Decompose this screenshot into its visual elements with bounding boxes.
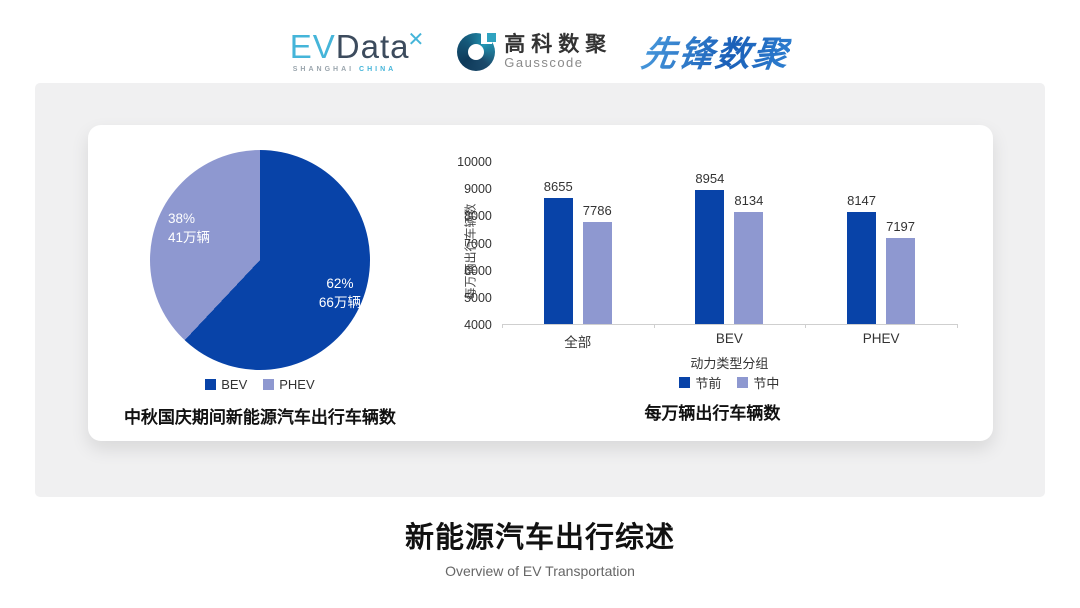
gausscode-g-icon — [457, 32, 497, 71]
bar-chart-title: 每万辆出行车辆数 — [644, 404, 781, 423]
pie-phev-percent: 38% — [167, 211, 195, 226]
header: EVData✕ SHANGHAI CHINA 高科数聚 Gausscode 先锋… — [0, 0, 1080, 83]
legend-item: BEV — [205, 377, 247, 392]
evdata-sub-left: SHANGHAI — [292, 66, 355, 73]
pie-label-bev: 62% 66万辆 — [308, 275, 372, 313]
legend-swatch-icon — [205, 379, 217, 390]
pie-label-phev: 38% 41万辆 — [168, 210, 210, 248]
y-tick-label: 9000 — [464, 182, 492, 197]
xianfeng-logo: 先锋数聚 — [639, 26, 794, 77]
legend-swatch-icon — [263, 379, 275, 390]
pie-legend: BEV PHEV — [205, 377, 315, 392]
y-tick-label: 10000 — [457, 155, 492, 169]
y-tick-label: 8000 — [464, 209, 492, 224]
legend-label: BEV — [221, 377, 248, 392]
bar: 8134 — [734, 193, 764, 324]
bar: 7197 — [886, 219, 916, 324]
y-tick-label: 7000 — [464, 236, 492, 251]
legend-label: 节中 — [753, 376, 780, 391]
legend-label: 节前 — [695, 376, 722, 391]
bar-value-label: 8655 — [543, 179, 573, 195]
bar-group: 8954 8134 — [654, 162, 806, 324]
pie-chart-title: 中秋国庆期间新能源汽车出行车辆数 — [123, 408, 396, 427]
bar-x-categories: 全部 BEV PHEV — [502, 331, 957, 351]
x-category-label: PHEV — [862, 331, 900, 346]
bar-legend: 节前 节中 — [502, 373, 957, 392]
evdata-logo: EVData✕ SHANGHAI CHINA — [290, 30, 428, 73]
charts-card: 38% 41万辆 62% 66万辆 BEV PHEV 中秋国庆期间新能源汽车出行车… — [88, 125, 993, 441]
x-category-label: BEV — [715, 331, 743, 346]
x-axis-notch — [501, 324, 503, 328]
bar-value-label: 7786 — [582, 202, 612, 218]
bar: 8147 — [847, 193, 877, 324]
page-title: 新能源汽车出行综述 — [404, 522, 675, 554]
pie-chart-section: 38% 41万辆 62% 66万辆 BEV PHEV 中秋国庆期间新能源汽车出行车… — [88, 125, 432, 441]
evdata-star-icon: ✕ — [407, 29, 426, 51]
bar-chart-section: 每万辆出行车辆数 10000 9000 8000 7000 6000 5000 4000 8… — [432, 125, 993, 441]
evdata-data-text: Data — [335, 28, 410, 65]
legend-item: 节前 — [679, 373, 721, 392]
pie-bev-value: 66万辆 — [318, 294, 361, 310]
bar: 8655 — [543, 179, 573, 324]
bar: 8954 — [695, 171, 725, 324]
legend-item: PHEV — [263, 377, 315, 392]
x-axis-notch — [956, 324, 958, 328]
pie-phev-value: 41万辆 — [167, 229, 210, 245]
y-tick-label: 6000 — [464, 263, 492, 278]
y-tick-label: 5000 — [464, 290, 492, 305]
x-axis-notch — [805, 324, 807, 328]
evdata-ev-text: EV — [289, 28, 336, 65]
pie-bev-percent: 62% — [326, 276, 354, 291]
y-tick-label: 4000 — [464, 318, 492, 332]
bar-group: 8655 7786 — [502, 162, 654, 324]
evdata-sub-right: CHINA — [359, 66, 397, 73]
bar-value-label: 7197 — [886, 218, 916, 234]
x-category-label: 全部 — [564, 335, 592, 350]
evdata-wordmark: EVData✕ — [290, 30, 428, 63]
pie-chart: 38% 41万辆 62% 66万辆 — [149, 150, 372, 370]
bar-value-label: 8954 — [695, 171, 725, 187]
footer: 新能源汽车出行综述 Overview of EV Transportation — [0, 514, 1080, 579]
bar-value-label: 8147 — [847, 193, 877, 209]
bar-plot-area: 8655 7786 8954 8134 8147 7197 — [501, 162, 958, 328]
legend-swatch-icon — [737, 377, 749, 388]
bar-group: 8147 7197 — [805, 162, 957, 324]
bar: 7786 — [582, 203, 612, 324]
gausscode-logo: 高科数聚 Gausscode — [457, 32, 613, 71]
gray-panel: 38% 41万辆 62% 66万辆 BEV PHEV 中秋国庆期间新能源汽车出行车… — [35, 83, 1045, 497]
bar-x-axis-label: 动力类型分组 — [690, 356, 769, 371]
bar-groups: 8655 7786 8954 8134 8147 7197 — [502, 162, 957, 324]
evdata-subtext: SHANGHAI CHINA — [293, 66, 396, 73]
legend-label: PHEV — [279, 377, 315, 392]
bar-value-label: 8134 — [734, 193, 764, 209]
bar-y-ticks: 10000 9000 8000 7000 6000 5000 4000 — [446, 155, 492, 332]
gausscode-en-text: Gausscode — [504, 54, 584, 70]
page-subtitle: Overview of EV Transportation — [445, 563, 635, 579]
legend-item: 节中 — [737, 373, 779, 392]
legend-swatch-icon — [679, 377, 691, 388]
x-axis-notch — [653, 324, 655, 328]
gausscode-cn-text: 高科数聚 — [504, 32, 613, 56]
